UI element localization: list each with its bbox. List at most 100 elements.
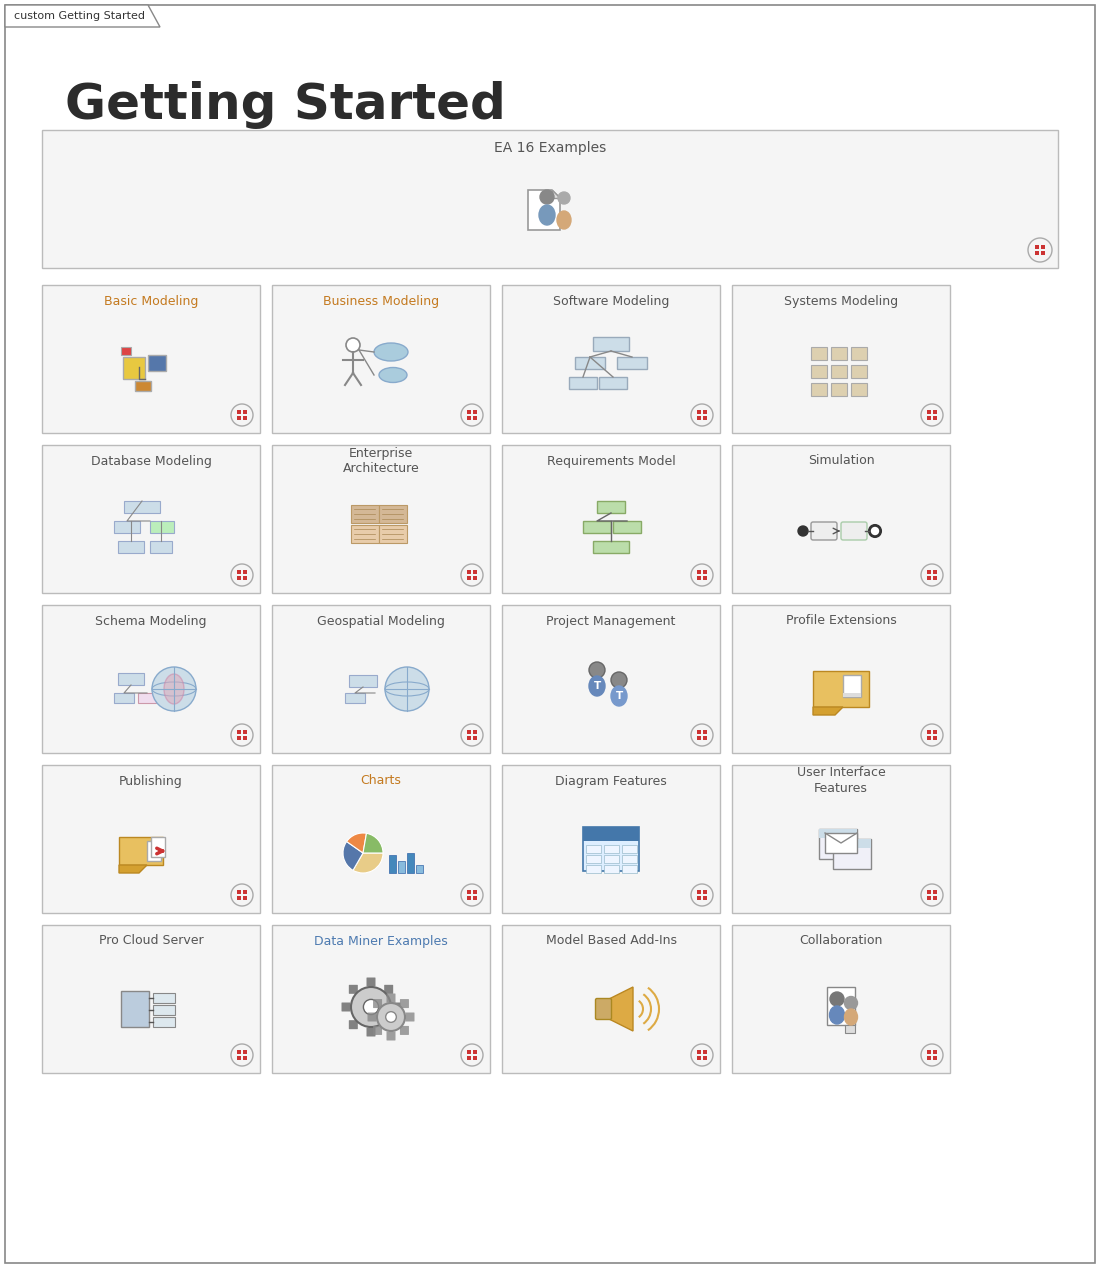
Text: Pro Cloud Server: Pro Cloud Server [99, 935, 204, 947]
FancyBboxPatch shape [732, 924, 950, 1073]
Polygon shape [119, 865, 147, 872]
FancyBboxPatch shape [604, 865, 619, 872]
FancyBboxPatch shape [473, 1050, 477, 1055]
FancyBboxPatch shape [466, 1055, 472, 1060]
FancyBboxPatch shape [243, 895, 248, 900]
FancyBboxPatch shape [820, 829, 857, 858]
FancyBboxPatch shape [703, 576, 707, 579]
FancyBboxPatch shape [811, 522, 837, 540]
Text: Schema Modeling: Schema Modeling [96, 615, 207, 628]
FancyBboxPatch shape [366, 978, 375, 987]
FancyBboxPatch shape [42, 605, 260, 753]
Text: Simulation: Simulation [807, 454, 874, 468]
FancyBboxPatch shape [1041, 245, 1045, 250]
Circle shape [869, 525, 881, 538]
FancyBboxPatch shape [575, 358, 605, 369]
Ellipse shape [539, 205, 556, 224]
FancyBboxPatch shape [703, 1055, 707, 1060]
FancyBboxPatch shape [407, 853, 414, 872]
FancyBboxPatch shape [118, 673, 144, 685]
FancyBboxPatch shape [851, 383, 867, 396]
Circle shape [558, 191, 570, 204]
FancyBboxPatch shape [272, 924, 490, 1073]
FancyBboxPatch shape [732, 605, 950, 753]
Text: Profile Extensions: Profile Extensions [785, 615, 896, 628]
FancyBboxPatch shape [236, 410, 241, 415]
FancyBboxPatch shape [473, 569, 477, 574]
FancyBboxPatch shape [272, 445, 490, 593]
FancyBboxPatch shape [830, 365, 847, 378]
FancyBboxPatch shape [697, 730, 702, 734]
FancyBboxPatch shape [703, 895, 707, 900]
FancyBboxPatch shape [389, 855, 396, 872]
FancyBboxPatch shape [621, 855, 637, 864]
FancyBboxPatch shape [466, 576, 472, 579]
Circle shape [921, 724, 943, 746]
FancyBboxPatch shape [583, 827, 639, 841]
FancyBboxPatch shape [1041, 251, 1045, 255]
Text: Project Management: Project Management [547, 615, 675, 628]
FancyBboxPatch shape [473, 410, 477, 415]
FancyBboxPatch shape [1035, 245, 1040, 250]
Circle shape [691, 724, 713, 746]
FancyBboxPatch shape [593, 541, 629, 553]
FancyBboxPatch shape [373, 999, 382, 1008]
FancyBboxPatch shape [621, 865, 637, 872]
FancyBboxPatch shape [398, 861, 405, 872]
FancyBboxPatch shape [42, 765, 260, 913]
FancyBboxPatch shape [367, 1013, 376, 1022]
FancyBboxPatch shape [473, 576, 477, 579]
FancyBboxPatch shape [593, 337, 629, 351]
FancyBboxPatch shape [406, 1013, 415, 1022]
FancyBboxPatch shape [927, 576, 932, 579]
FancyBboxPatch shape [732, 765, 950, 913]
FancyBboxPatch shape [703, 410, 707, 415]
Circle shape [461, 884, 483, 907]
FancyBboxPatch shape [927, 410, 932, 415]
FancyBboxPatch shape [243, 410, 248, 415]
Circle shape [231, 404, 253, 426]
Circle shape [921, 564, 943, 586]
FancyBboxPatch shape [118, 541, 144, 553]
FancyBboxPatch shape [697, 890, 702, 894]
FancyBboxPatch shape [466, 890, 472, 894]
FancyBboxPatch shape [830, 347, 847, 360]
FancyBboxPatch shape [502, 924, 720, 1073]
FancyBboxPatch shape [604, 855, 619, 864]
FancyBboxPatch shape [473, 890, 477, 894]
FancyBboxPatch shape [933, 410, 937, 415]
Circle shape [152, 667, 196, 711]
FancyBboxPatch shape [153, 993, 175, 1003]
Polygon shape [827, 987, 855, 1025]
Ellipse shape [557, 210, 571, 230]
FancyBboxPatch shape [42, 285, 260, 432]
FancyBboxPatch shape [345, 694, 365, 702]
FancyBboxPatch shape [379, 505, 407, 522]
FancyBboxPatch shape [502, 445, 720, 593]
FancyBboxPatch shape [236, 1050, 241, 1055]
FancyBboxPatch shape [811, 383, 827, 396]
Text: Systems Modeling: Systems Modeling [784, 294, 898, 308]
FancyBboxPatch shape [697, 735, 702, 741]
Circle shape [691, 404, 713, 426]
Text: Model Based Add-Ins: Model Based Add-Ins [546, 935, 676, 947]
Circle shape [346, 339, 360, 353]
Circle shape [461, 724, 483, 746]
FancyBboxPatch shape [927, 416, 932, 420]
FancyBboxPatch shape [236, 730, 241, 734]
FancyBboxPatch shape [703, 730, 707, 734]
FancyBboxPatch shape [811, 365, 827, 378]
FancyBboxPatch shape [851, 347, 867, 360]
FancyBboxPatch shape [502, 605, 720, 753]
FancyBboxPatch shape [243, 890, 248, 894]
FancyBboxPatch shape [349, 1021, 358, 1030]
FancyBboxPatch shape [379, 525, 407, 543]
FancyBboxPatch shape [121, 347, 131, 355]
FancyBboxPatch shape [703, 735, 707, 741]
FancyBboxPatch shape [927, 1050, 932, 1055]
FancyBboxPatch shape [703, 416, 707, 420]
FancyBboxPatch shape [466, 730, 472, 734]
Text: Geospatial Modeling: Geospatial Modeling [317, 615, 444, 628]
Ellipse shape [374, 344, 408, 361]
Polygon shape [813, 708, 843, 715]
